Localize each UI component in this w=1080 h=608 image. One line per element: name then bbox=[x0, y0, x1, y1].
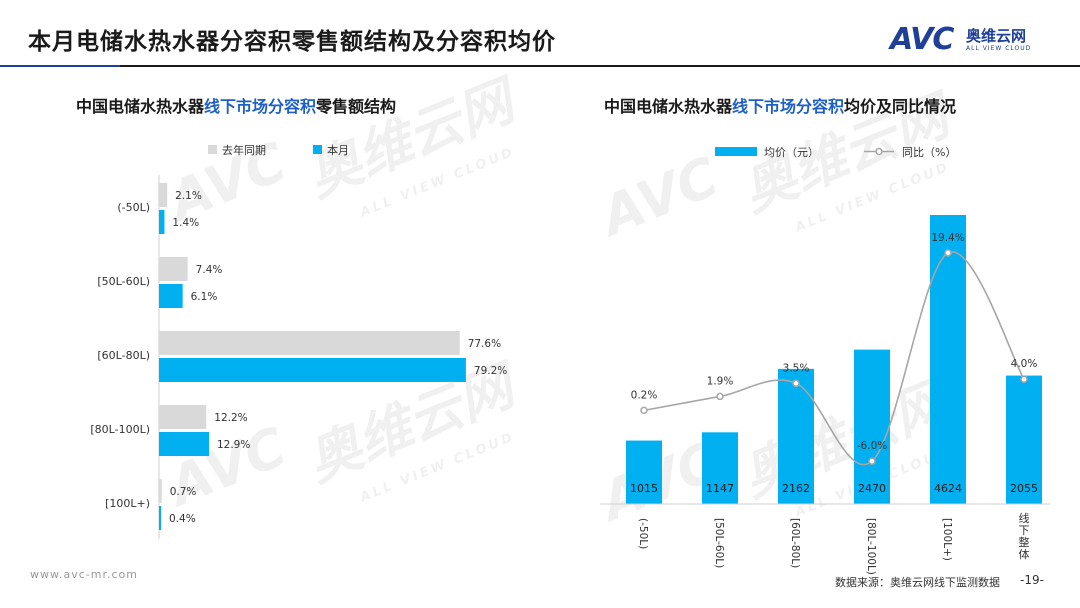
bar bbox=[159, 506, 161, 530]
right-chart-title: 中国电储水热水器线下市场分容积均价及同比情况 bbox=[604, 93, 956, 117]
yoy-label: 3.5% bbox=[783, 362, 810, 374]
legend-label: 同比（%） bbox=[902, 146, 956, 159]
right-chart-title-highlight: 线下市场分容积 bbox=[732, 97, 845, 116]
category-label: [80L-100L) bbox=[90, 423, 150, 436]
bar bbox=[702, 432, 738, 504]
left-chart: 去年同期 本月 (-50L) 2.1% 1.4% [50L-60L) 7.4% 6.1% [60… bbox=[90, 143, 507, 539]
bar-value-label: 2055 bbox=[1010, 482, 1038, 495]
data-label: 0.4% bbox=[169, 513, 196, 525]
header-divider bbox=[0, 65, 1080, 67]
yoy-label: 1.9% bbox=[707, 375, 734, 387]
bar bbox=[159, 257, 188, 281]
bar bbox=[854, 349, 890, 504]
bar bbox=[159, 405, 207, 429]
legend-marker bbox=[875, 147, 883, 156]
footer-url: www.avc-mr.com bbox=[30, 568, 138, 581]
bar-value-label: 1147 bbox=[706, 482, 734, 495]
yoy-marker bbox=[640, 406, 648, 415]
bar bbox=[159, 479, 162, 503]
category-label: 线下整体 bbox=[1019, 511, 1030, 561]
left-chart-title: 中国电储水热水器线下市场分容积零售额结构 bbox=[76, 93, 396, 117]
bar bbox=[159, 284, 183, 308]
legend-swatch bbox=[313, 145, 322, 154]
bar bbox=[930, 215, 966, 504]
data-label: 6.1% bbox=[191, 291, 218, 303]
left-chart-title-post: 零售额结构 bbox=[316, 97, 397, 116]
header-divider-accent bbox=[0, 65, 120, 67]
logo-en-text: ALL VIEW CLOUD bbox=[966, 45, 1032, 52]
legend-label: 去年同期 bbox=[222, 143, 266, 157]
legend-swatch bbox=[208, 145, 217, 154]
yoy-line bbox=[643, 251, 1025, 466]
data-label: 0.7% bbox=[170, 486, 197, 498]
data-label: 12.9% bbox=[217, 439, 250, 451]
bar bbox=[1006, 375, 1042, 504]
right-chart-title-post: 均价及同比情况 bbox=[844, 97, 957, 116]
yoy-label: 0.2% bbox=[631, 389, 658, 401]
page-title: 本月电储水热水器分容积零售额结构及分容积均价 bbox=[28, 29, 556, 55]
legend-label: 均价（元） bbox=[764, 146, 819, 159]
left-chart-title-pre: 中国电储水热水器 bbox=[76, 97, 205, 116]
avc-logo: AVC 奥维云网 ALL VIEW CLOUD bbox=[890, 22, 1060, 62]
yoy-marker bbox=[792, 379, 800, 388]
yoy-marker bbox=[944, 249, 952, 257]
yoy-label: 19.4% bbox=[931, 232, 964, 244]
right-chart: 均价（元） 同比（%） 1015 1147 2162 2470 4624 2055 0.2% 1.… bbox=[600, 146, 1050, 575]
yoy-marker bbox=[868, 457, 876, 465]
category-label: [60L-80L) bbox=[789, 518, 801, 568]
bar bbox=[778, 368, 814, 504]
yoy-label: 4.0% bbox=[1011, 358, 1038, 370]
logo-mark: AVC bbox=[890, 22, 954, 57]
data-label: 7.4% bbox=[196, 264, 223, 276]
footer-source: 数据来源：奥维云网线下监测数据 bbox=[835, 576, 1000, 589]
bar-value-label: 2470 bbox=[858, 482, 886, 495]
category-label: [50L-60L) bbox=[713, 518, 725, 568]
category-label: [80L-100L) bbox=[865, 518, 877, 575]
legend-label: 本月 bbox=[327, 143, 349, 157]
bar-value-label: 1015 bbox=[630, 482, 658, 495]
bar bbox=[159, 331, 460, 355]
data-label: 12.2% bbox=[214, 412, 247, 424]
logo-cn-text: 奥维云网 bbox=[966, 27, 1027, 45]
data-label: 1.4% bbox=[172, 217, 199, 229]
yoy-label: -6.0% bbox=[857, 440, 887, 452]
header-bar: 本月电储水热水器分容积零售额结构及分容积均价 AVC 奥维云网 ALL VIEW… bbox=[0, 0, 1080, 66]
bar bbox=[159, 358, 466, 382]
category-label: [50L-60L) bbox=[97, 275, 150, 288]
bar-value-label: 4624 bbox=[934, 482, 962, 495]
data-label: 79.2% bbox=[474, 365, 507, 377]
bar bbox=[159, 432, 209, 456]
category-label: (-50L) bbox=[637, 518, 649, 549]
left-chart-title-highlight: 线下市场分容积 bbox=[204, 97, 317, 116]
page-number: -19- bbox=[1020, 573, 1044, 587]
right-chart-title-pre: 中国电储水热水器 bbox=[604, 97, 733, 116]
yoy-marker bbox=[1020, 375, 1028, 383]
yoy-marker bbox=[716, 392, 724, 401]
category-label: [100L+) bbox=[105, 497, 150, 510]
category-label: [100L+) bbox=[941, 518, 953, 561]
category-label: [60L-80L) bbox=[97, 349, 150, 362]
bar bbox=[159, 210, 165, 234]
data-label: 2.1% bbox=[175, 190, 202, 202]
category-label: (-50L) bbox=[117, 201, 150, 214]
data-label: 77.6% bbox=[468, 338, 501, 350]
bar bbox=[626, 440, 662, 504]
legend-swatch-bar bbox=[715, 147, 757, 156]
bar bbox=[159, 183, 168, 207]
bar-value-label: 2162 bbox=[782, 482, 810, 495]
